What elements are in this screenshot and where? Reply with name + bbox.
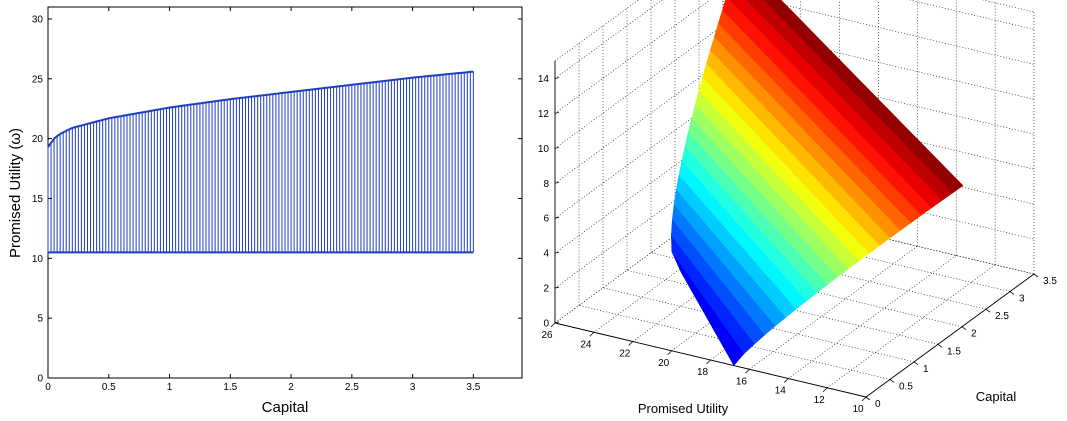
y-tick-label: 30	[32, 14, 44, 25]
utility-tick-mark	[783, 378, 789, 383]
y-tick-label: 5	[37, 314, 43, 325]
x-tick-label: 3.5	[466, 382, 480, 393]
x-tick-label: 1	[167, 382, 173, 393]
upper-bound-curve	[47, 70, 474, 148]
z-tick-mark	[554, 181, 560, 184]
left-ticks: 0 0.5 1 1.5 2 2.5 3 3.5 0 5 10 15 20 25 30	[32, 7, 522, 393]
x-tick-label: 3	[410, 382, 416, 393]
z-tick-label: 4	[543, 249, 549, 260]
right-ticks: 10121416182022242600.511.522.533.5024681…	[538, 74, 1057, 415]
z-tick-label: 2	[543, 284, 549, 295]
capital-tick-label: 0.5	[899, 381, 913, 392]
capital-tick-label: 3	[1019, 294, 1025, 305]
capital-tick-label: 2	[971, 329, 977, 340]
capital-tick-mark	[1033, 273, 1039, 278]
z-tick-label: 6	[543, 214, 549, 225]
utility-tick-label: 24	[580, 339, 592, 350]
utility-tick-mark	[745, 368, 750, 374]
utility-tick-mark	[861, 396, 867, 402]
left-segments	[47, 70, 474, 254]
z-tick-mark	[554, 286, 560, 289]
utility-tick-mark	[667, 350, 672, 356]
utility-tick-label: 20	[658, 358, 670, 369]
capital-tick-mark	[961, 326, 967, 331]
utility-tick-mark	[589, 331, 595, 337]
y-tick-label: 25	[32, 74, 44, 85]
y-tick-label: 15	[32, 194, 44, 205]
z-tick-label: 8	[543, 179, 549, 190]
right-chart: 10121416182022242600.511.522.533.5024681…	[538, 0, 1057, 416]
surface-patch	[930, 162, 964, 194]
y-tick-label: 10	[32, 254, 44, 265]
capital-tick-label: 3.5	[1043, 276, 1057, 287]
utility-tick-mark	[822, 387, 828, 393]
y-tick-label: 0	[37, 374, 43, 385]
x-tick-label: 2.5	[345, 382, 359, 393]
utility-tick-label: 10	[852, 404, 864, 415]
capital-tick-label: 1.5	[947, 346, 961, 357]
utility-tick-mark	[550, 322, 556, 328]
grid-line	[826, 264, 996, 388]
utility-tick-mark	[628, 341, 634, 346]
surface-patch	[746, 0, 755, 6]
grid-line	[554, 0, 663, 79]
utility-tick-label: 14	[775, 386, 787, 397]
right-surface	[671, 0, 964, 367]
capital-tick-mark	[913, 361, 919, 366]
z-tick-mark	[554, 216, 560, 219]
grid-line	[762, 0, 1035, 65]
capital-tick-mark	[865, 396, 871, 401]
capital-tick-mark	[937, 343, 943, 348]
utility-tick-label: 22	[619, 349, 631, 360]
x-tick-label: 0	[45, 382, 51, 393]
right-xlabel: Capital	[976, 389, 1017, 404]
z-tick-mark	[554, 146, 560, 149]
z-tick-mark	[554, 251, 560, 254]
utility-tick-label: 16	[736, 376, 748, 387]
utility-tick-label: 26	[541, 330, 553, 341]
z-tick-label: 10	[538, 144, 550, 155]
x-tick-label: 0.5	[102, 382, 116, 393]
grid-line	[722, 25, 1035, 100]
z-tick-label: 14	[538, 74, 550, 85]
grid-line	[722, 59, 1035, 135]
capital-tick-label: 1	[923, 364, 929, 375]
z-tick-label: 12	[538, 109, 550, 120]
capital-tick-label: 2.5	[995, 311, 1009, 322]
capital-tick-mark	[1009, 291, 1015, 295]
left-chart: 0 0.5 1 1.5 2 2.5 3 3.5 0 5 10 15 20 25 30 Capital Pro…	[7, 6, 523, 416]
left-xlabel: Capital	[262, 399, 309, 416]
x-tick-label: 2	[288, 382, 294, 393]
z-tick-label: 0	[543, 319, 549, 330]
y-tick-label: 20	[32, 134, 44, 145]
capital-tick-label: 0	[875, 399, 881, 410]
grid-line	[554, 0, 639, 62]
utility-tick-mark	[706, 359, 711, 365]
utility-tick-label: 12	[814, 395, 826, 406]
x-tick-label: 1.5	[223, 382, 237, 393]
z-tick-mark	[554, 321, 560, 324]
right-ylabel: Promised Utility	[638, 401, 729, 416]
utility-tick-label: 18	[697, 367, 709, 378]
z-tick-mark	[554, 112, 560, 114]
capital-tick-mark	[889, 379, 895, 383]
capital-tick-mark	[985, 308, 991, 313]
z-tick-mark	[554, 77, 560, 79]
left-ylabel: Promised Utility (ω)	[7, 128, 24, 258]
capital-axis-line	[865, 273, 1035, 398]
